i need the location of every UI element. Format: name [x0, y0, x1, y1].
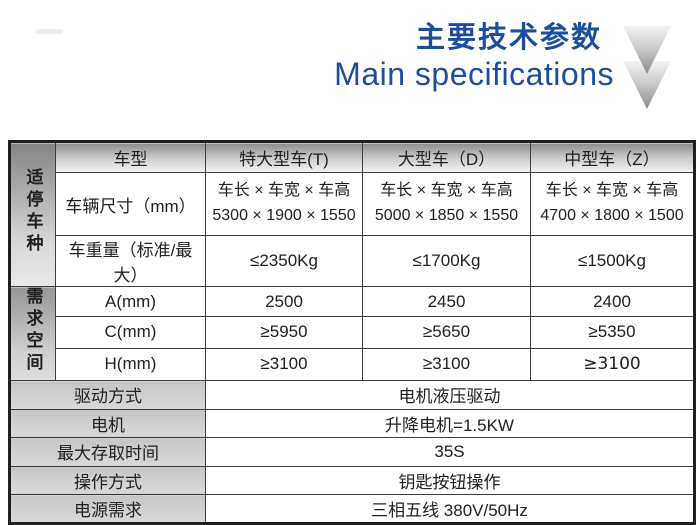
table-row: H(mm) ≥3100 ≥3100 ≥3100	[10, 347, 695, 381]
weight-cell: ≤1500Kg	[530, 235, 695, 287]
table-row: 需求空间 A(mm) 2500 2450 2400	[9, 285, 695, 381]
weight-label: 车重量（标准/最大）	[55, 235, 206, 287]
table-row: 驱动方式 电机液压驱动	[9, 380, 695, 410]
chevron-decoration	[623, 26, 671, 110]
motor-value: 升降电机=1.5KW	[205, 408, 695, 439]
drive-mode-value: 电机液压驱动	[205, 380, 695, 410]
dimensions-cell: 车长 × 车宽 × 车高 5300 × 1900 × 1550	[205, 172, 363, 236]
max-access-time-value: 35S	[205, 437, 695, 467]
a-cell: 2500	[205, 285, 363, 318]
a-cell: 2450	[362, 285, 531, 318]
dimensions-cell: 车长 × 车宽 × 车高 5000 × 1850 × 1550	[362, 172, 531, 236]
max-access-time-label: 最大存取时间	[9, 437, 206, 467]
header-large: 大型车（D）	[362, 141, 531, 173]
specifications-table: 适停车种 车型 特大型车(T) 大型车（D） 中型车（Z） 车辆尺寸（mm） 车…	[8, 140, 696, 525]
operation-mode-value: 钥匙按钮操作	[205, 465, 695, 496]
table-row: C(mm) ≥5950 ≥5650 ≥5350	[10, 316, 695, 349]
header-vehicle-model: 车型	[55, 141, 206, 173]
table-row: 车重量（标准/最大） ≤2350Kg ≤1700Kg ≤1500Kg	[10, 235, 695, 287]
dimensions-cell: 车长 × 车宽 × 车高 4700 × 1800 × 1500	[530, 172, 695, 236]
table-row: 车辆尺寸（mm） 车长 × 车宽 × 车高 5300 × 1900 × 1550…	[10, 172, 695, 236]
a-dimension-label: A(mm)	[55, 285, 206, 318]
page-title: 主要技术参数 Main specifications	[334, 22, 614, 93]
c-dimension-label: C(mm)	[55, 316, 206, 349]
row-group-vehicle-types: 适停车种	[9, 141, 56, 287]
operation-mode-label: 操作方式	[9, 465, 206, 496]
dimensions-label: 车辆尺寸（mm）	[55, 172, 206, 236]
c-cell: ≥5650	[362, 316, 531, 349]
faint-watermark	[36, 29, 63, 34]
a-cell: 2400	[530, 285, 695, 318]
h-cell: ≥3100	[530, 347, 695, 381]
h-cell: ≥3100	[362, 347, 531, 381]
weight-cell: ≤1700Kg	[362, 235, 531, 287]
drive-mode-label: 驱动方式	[9, 380, 206, 410]
row-group-space-required: 需求空间	[9, 286, 56, 381]
table-row: 电机 升降电机=1.5KW	[9, 408, 695, 439]
table-row: 最大存取时间 35S	[9, 437, 695, 467]
table-row: 电源需求 三相五线 380V/50Hz	[9, 494, 695, 524]
motor-label: 电机	[9, 408, 206, 439]
weight-cell: ≤2350Kg	[205, 235, 363, 287]
header-extra-large: 特大型车(T)	[205, 141, 363, 173]
table-row: 操作方式 钥匙按钮操作	[9, 465, 695, 496]
h-dimension-label: H(mm)	[55, 347, 206, 381]
header-medium: 中型车（Z）	[530, 141, 695, 173]
power-requirement-label: 电源需求	[9, 494, 206, 524]
c-cell: ≥5950	[205, 316, 363, 349]
vehicle-types-label: 适停车种	[23, 168, 43, 256]
space-required-label: 需求空间	[23, 287, 43, 376]
h-cell: ≥3100	[205, 347, 363, 381]
title-english: Main specifications	[334, 56, 614, 93]
c-cell: ≥5350	[530, 316, 695, 349]
title-chinese: 主要技术参数	[415, 22, 602, 54]
power-requirement-value: 三相五线 380V/50Hz	[205, 494, 695, 524]
